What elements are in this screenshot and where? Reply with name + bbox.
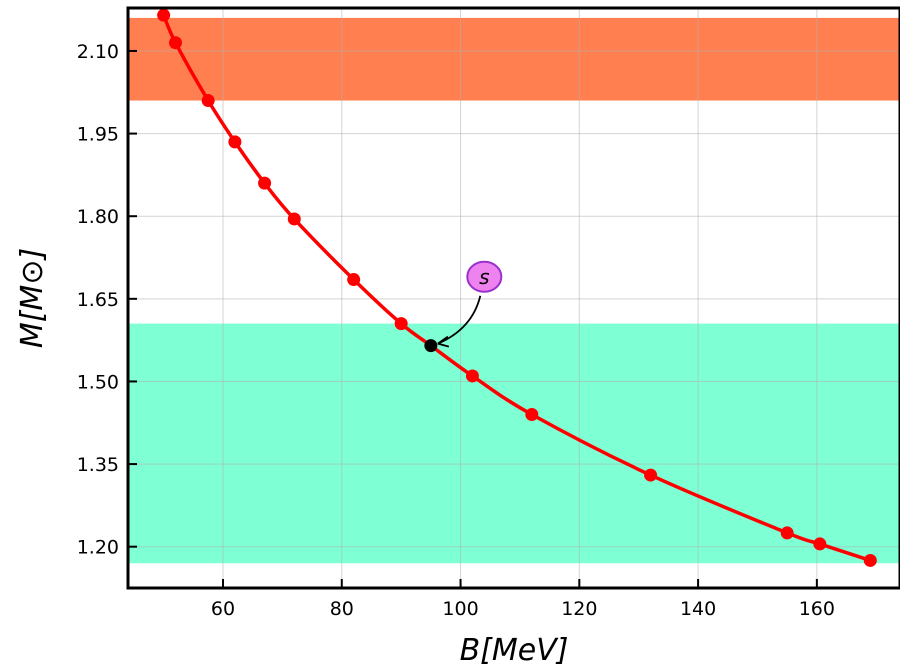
highlight-point: [424, 339, 437, 352]
data-point: [157, 9, 170, 22]
y-tick-label: 1.95: [77, 124, 119, 146]
x-tick-label: 80: [330, 598, 354, 620]
data-point: [288, 212, 301, 225]
x-tick-label: 160: [799, 598, 835, 620]
y-tick-label: 1.80: [77, 206, 119, 228]
x-tick-label: 140: [680, 598, 716, 620]
y-tick-label: 1.35: [77, 454, 119, 476]
data-point: [781, 526, 794, 539]
data-point: [169, 36, 182, 49]
x-tick-label: 60: [211, 598, 235, 620]
x-tick-label: 100: [442, 598, 478, 620]
x-tick-label: 120: [561, 598, 597, 620]
band-0: [128, 18, 900, 101]
data-point: [864, 554, 877, 567]
y-tick-label: 1.65: [77, 289, 119, 311]
data-point: [258, 177, 271, 190]
observation-bands: [128, 18, 900, 563]
data-point: [202, 94, 215, 107]
data-point: [644, 469, 657, 482]
x-axis-label: B[MeV]: [460, 633, 569, 668]
data-point: [228, 135, 241, 148]
data-point: [813, 537, 826, 550]
y-tick-label: 2.10: [77, 41, 119, 63]
data-point: [466, 369, 479, 382]
data-point: [525, 408, 538, 421]
data-point: [347, 273, 360, 286]
y-axis-label: M[M⊙]: [15, 248, 50, 348]
data-point: [395, 317, 408, 330]
annotation-text: s: [479, 265, 489, 289]
y-tick-label: 1.50: [77, 371, 119, 393]
y-tick-label: 1.20: [77, 537, 119, 559]
